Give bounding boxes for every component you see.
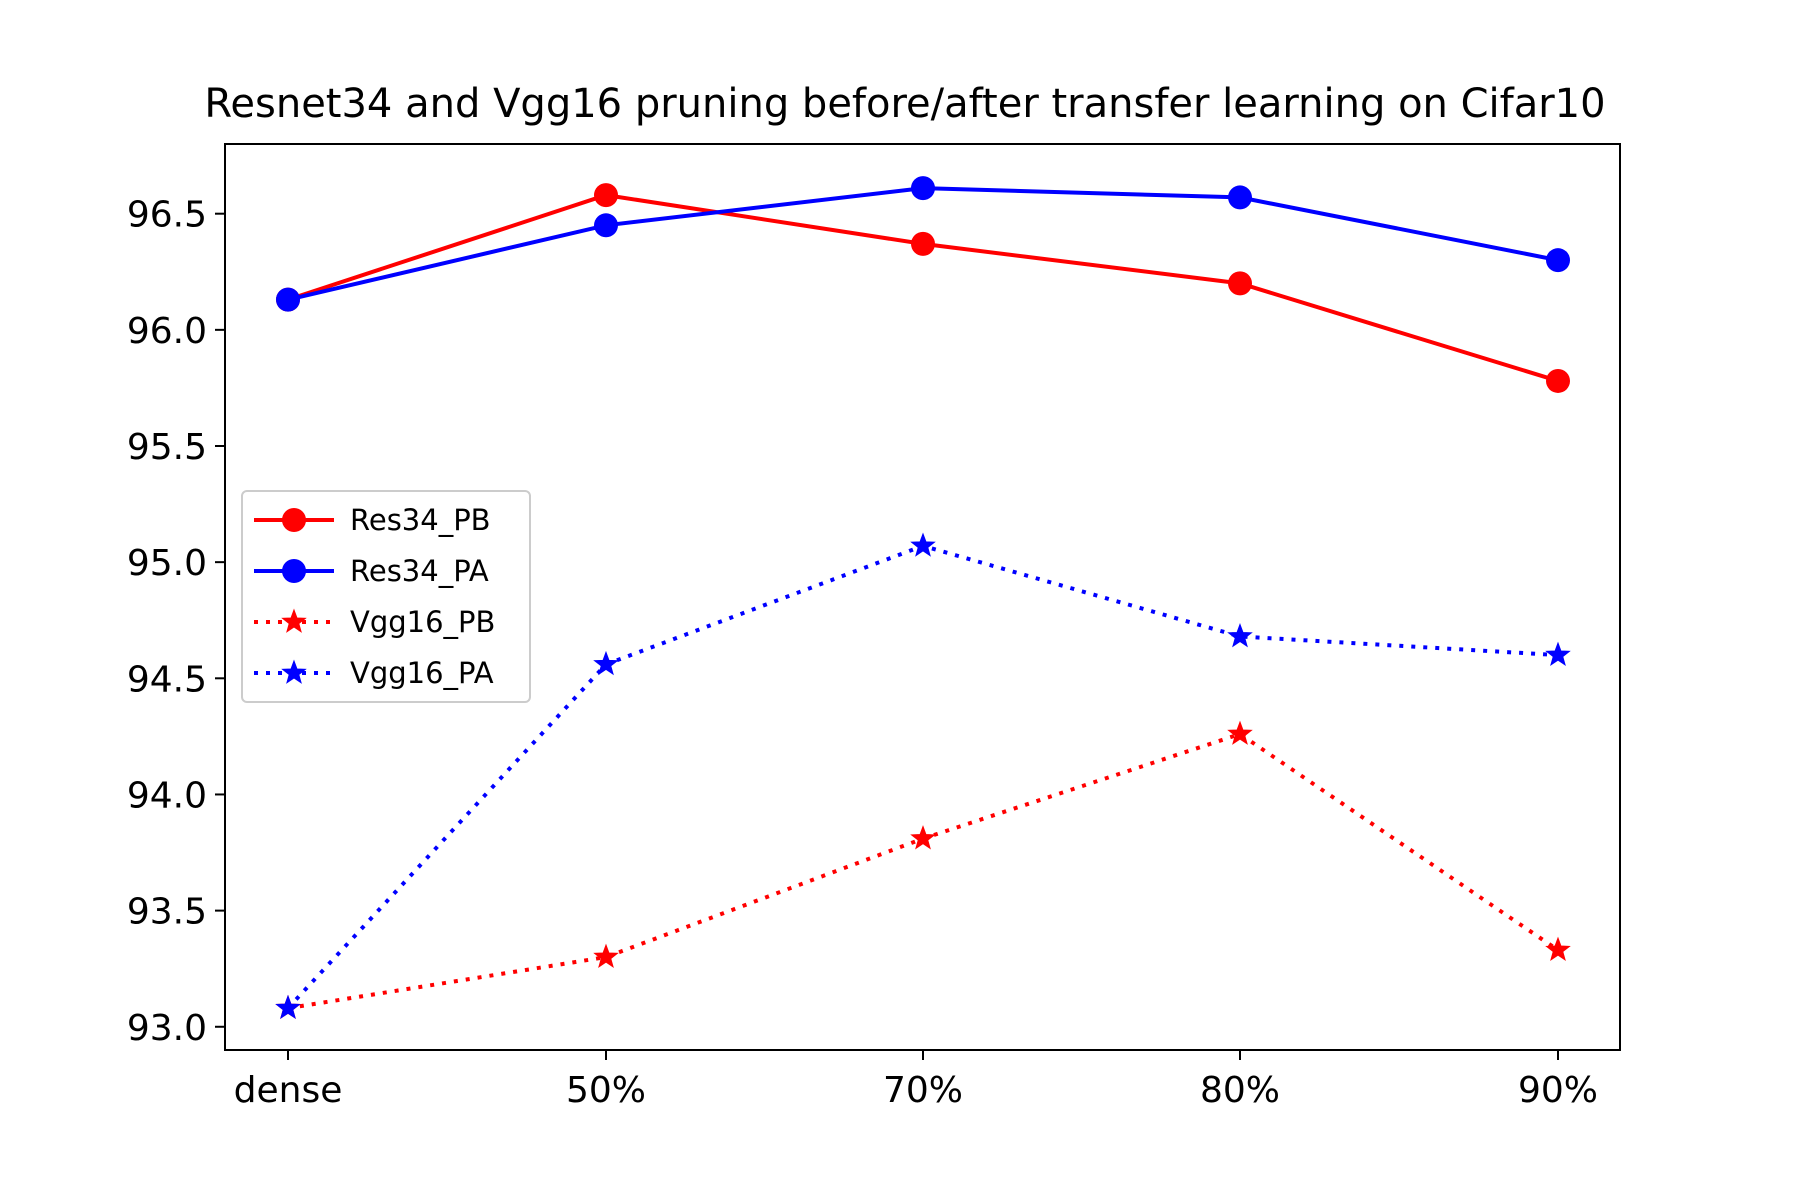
point-vgg16-pb-80 xyxy=(1227,720,1253,745)
legend-label-res34-pb: Res34_PB xyxy=(350,503,491,537)
legend-marker-vgg16-pb xyxy=(281,608,307,633)
x-axis: dense 50% 70% 80% 90% xyxy=(234,1050,1598,1111)
legend-label-vgg16-pb: Vgg16_PB xyxy=(350,605,495,639)
point-res34-pa-70 xyxy=(911,176,935,201)
point-res34-pb-80 xyxy=(1228,271,1252,296)
y-tick-label-94-5: 94.5 xyxy=(127,659,207,700)
y-tick-label-93-5: 93.5 xyxy=(127,892,207,933)
point-vgg16-pa-dense xyxy=(275,994,301,1020)
legend-item-res34-pa: Res34_PA xyxy=(254,554,489,588)
y-tick-label-93-0: 93.0 xyxy=(127,1008,207,1049)
legend: Res34_PB Res34_PA Vgg16_PB Vgg16_PA xyxy=(241,490,531,703)
point-res34-pa-80 xyxy=(1228,185,1252,210)
series-res34-pa xyxy=(276,176,1570,312)
point-res34-pa-90 xyxy=(1546,248,1570,273)
legend-marker-res34-pa xyxy=(282,559,306,583)
series-layer xyxy=(275,176,1571,1020)
legend-item-vgg16-pa: Vgg16_PA xyxy=(254,656,494,690)
x-tick-label-50: 50% xyxy=(566,1070,646,1111)
legend-marker-res34-pb xyxy=(282,508,306,532)
point-vgg16-pb-70 xyxy=(910,825,936,850)
series-vgg16-pa xyxy=(275,532,1571,1020)
y-axis: 93.0 93.5 94.0 94.5 95.0 95.5 96.0 96.5 xyxy=(127,195,225,1049)
x-tick-label-70: 70% xyxy=(883,1070,963,1111)
y-tick-label-95-5: 95.5 xyxy=(127,427,207,468)
point-vgg16-pa-50 xyxy=(593,650,619,676)
y-tick-label-95-0: 95.0 xyxy=(127,543,207,584)
legend-item-vgg16-pb: Vgg16_PB xyxy=(254,605,495,639)
series-res34-pb xyxy=(276,183,1570,393)
point-res34-pa-50 xyxy=(594,213,618,238)
point-res34-pb-90 xyxy=(1546,368,1570,393)
legend-marker-vgg16-pa xyxy=(281,659,307,684)
legend-item-res34-pb: Res34_PB xyxy=(254,503,491,537)
y-tick-label-96-5: 96.5 xyxy=(127,195,207,236)
x-tick-label-dense: dense xyxy=(234,1070,343,1111)
y-tick-label-94-0: 94.0 xyxy=(127,775,207,816)
legend-label-vgg16-pa: Vgg16_PA xyxy=(350,656,494,690)
point-vgg16-pa-80 xyxy=(1227,623,1253,648)
legend-label-res34-pa: Res34_PA xyxy=(350,554,489,588)
x-tick-label-80: 80% xyxy=(1200,1070,1280,1111)
chart-title: Resnet34 and Vgg16 pruning before/after … xyxy=(204,81,1605,127)
point-vgg16-pb-50 xyxy=(593,943,619,968)
point-vgg16-pa-70 xyxy=(910,532,936,557)
y-tick-label-96-0: 96.0 xyxy=(127,311,207,352)
legend-box xyxy=(241,490,531,703)
x-tick-label-90: 90% xyxy=(1518,1070,1598,1111)
point-vgg16-pb-90 xyxy=(1545,936,1571,961)
point-vgg16-pa-90 xyxy=(1545,641,1571,666)
point-res34-pa-dense xyxy=(276,287,300,312)
point-res34-pb-70 xyxy=(911,231,935,256)
point-res34-pb-50 xyxy=(594,183,618,208)
